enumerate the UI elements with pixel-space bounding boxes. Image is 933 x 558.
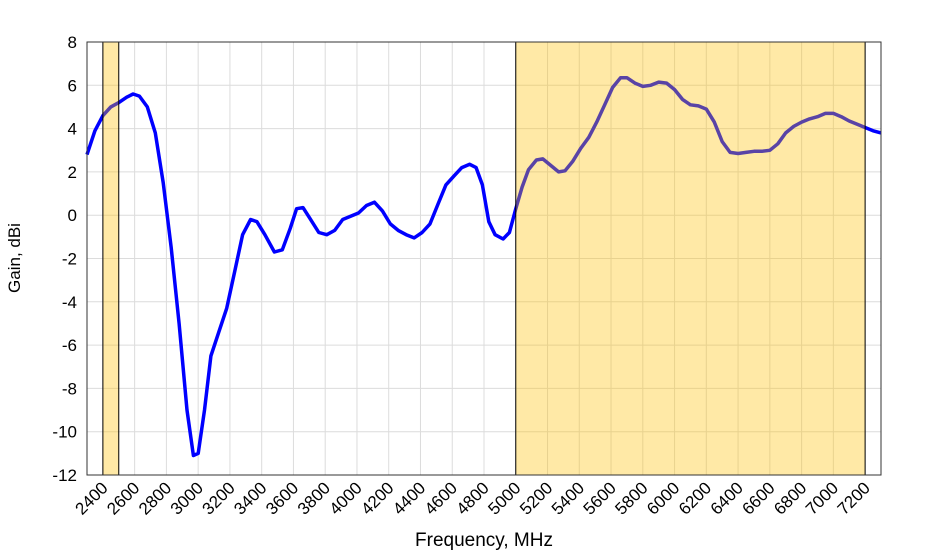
y-tick-label: -4 bbox=[62, 293, 77, 312]
y-tick-label: -2 bbox=[62, 250, 77, 269]
x-tick-label: 5800 bbox=[611, 478, 651, 518]
y-tick-label: -10 bbox=[52, 423, 77, 442]
x-tick-label: 2800 bbox=[135, 478, 175, 518]
x-tick-label: 3000 bbox=[167, 478, 207, 518]
plot-frame bbox=[86, 41, 882, 476]
x-tick-label: 5400 bbox=[548, 478, 588, 518]
x-tick-label: 4600 bbox=[421, 478, 461, 518]
x-tick-label: 6200 bbox=[675, 478, 715, 518]
x-tick-label: 4400 bbox=[389, 478, 429, 518]
x-tick-label: 6400 bbox=[707, 478, 747, 518]
x-tick-label: 4800 bbox=[453, 478, 493, 518]
band bbox=[102, 42, 119, 475]
y-tick-label: -12 bbox=[52, 466, 77, 485]
x-tick-label: 4200 bbox=[357, 478, 397, 518]
x-axis-label: Frequency, MHz bbox=[415, 530, 553, 551]
y-axis-label: Gain, dBi bbox=[5, 223, 24, 293]
y-tick-label: -6 bbox=[62, 336, 77, 355]
x-tick-label: 5600 bbox=[580, 478, 620, 518]
x-tick-label: 3400 bbox=[230, 478, 270, 518]
y-tick-label: 0 bbox=[68, 206, 77, 225]
y-tick-label: 6 bbox=[68, 76, 77, 95]
x-tick-label: 7000 bbox=[802, 478, 842, 518]
x-tick-label: 3600 bbox=[262, 478, 302, 518]
y-tick-label: 4 bbox=[68, 120, 77, 139]
x-tick-label: 6600 bbox=[738, 478, 778, 518]
band bbox=[515, 42, 866, 475]
x-tick-label: 3200 bbox=[199, 478, 239, 518]
x-tick-label: 5200 bbox=[516, 478, 556, 518]
x-tick-label: 2400 bbox=[72, 478, 112, 518]
x-tick-label: 7200 bbox=[834, 478, 874, 518]
y-tick-label: -8 bbox=[62, 379, 77, 398]
y-tick-label: 8 bbox=[68, 33, 77, 52]
data-line bbox=[85, 75, 882, 458]
x-tick-label: 6000 bbox=[643, 478, 683, 518]
x-tick-label: 4000 bbox=[326, 478, 366, 518]
y-tick-label: 2 bbox=[68, 163, 77, 182]
x-tick-label: 5000 bbox=[484, 478, 524, 518]
x-tick-label: 2600 bbox=[103, 478, 143, 518]
x-tick-label: 6800 bbox=[770, 478, 810, 518]
x-tick-label: 3800 bbox=[294, 478, 334, 518]
